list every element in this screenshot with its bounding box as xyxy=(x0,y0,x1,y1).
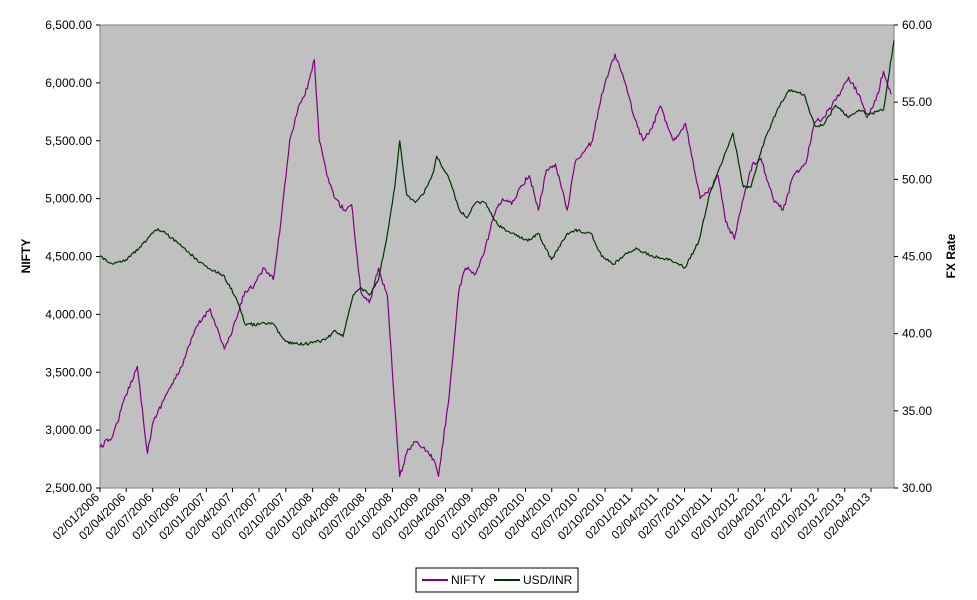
left-axis: 2,500.00 3,000.00 3,500.00 4,000.00 4,500.00… xyxy=(45,18,100,495)
left-tick-label: 5,000.00 xyxy=(45,192,92,206)
right-tick-label: 40.00 xyxy=(902,327,932,341)
series-line-usdinr xyxy=(99,40,895,346)
series-layer xyxy=(99,40,895,477)
right-axis: 30.00 35.00 40.00 45.00 50.00 55.00 60.00 xyxy=(894,18,932,495)
left-tick-label: 6,000.00 xyxy=(45,76,92,90)
right-tick-label: 60.00 xyxy=(902,18,932,32)
legend: NIFTY USD/INR xyxy=(415,567,579,593)
y2-axis-title: FX Rate xyxy=(944,233,958,278)
right-tick-label: 30.00 xyxy=(902,481,932,495)
left-tick-label: 3,500.00 xyxy=(45,365,92,379)
legend-label-nifty: NIFTY xyxy=(451,573,486,587)
left-tick-label: 3,000.00 xyxy=(45,423,92,437)
left-tick-label: 4,000.00 xyxy=(45,307,92,321)
left-tick-label: 4,500.00 xyxy=(45,250,92,264)
right-tick-label: 50.00 xyxy=(902,172,932,186)
left-tick-label: 5,500.00 xyxy=(45,134,92,148)
plot-area xyxy=(99,24,895,489)
legend-label-usdinr: USD/INR xyxy=(523,573,573,587)
x-axis: 02/01/200602/04/200602/07/200602/10/2006… xyxy=(50,488,873,543)
y-axis-title: NIFTY xyxy=(19,239,33,274)
left-tick-label: 6,500.00 xyxy=(45,18,92,32)
left-tick-label: 2,500.00 xyxy=(45,481,92,495)
right-tick-label: 45.00 xyxy=(902,250,932,264)
right-tick-label: 55.00 xyxy=(902,95,932,109)
right-tick-label: 35.00 xyxy=(902,404,932,418)
